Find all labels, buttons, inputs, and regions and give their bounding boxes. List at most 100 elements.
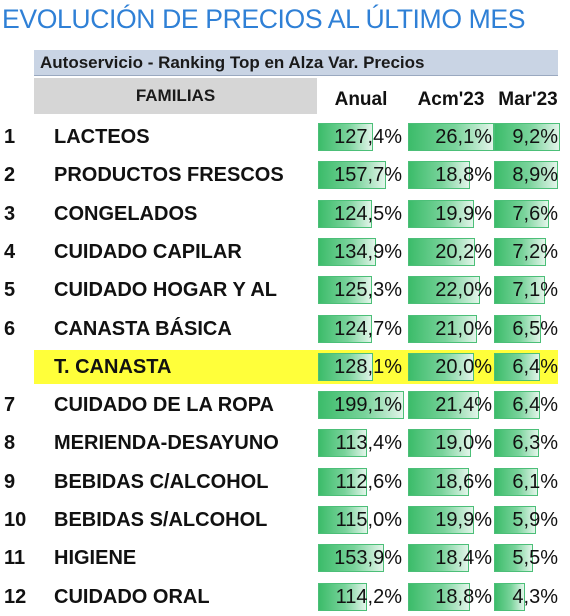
data-bar xyxy=(494,506,537,534)
data-label: 18,8% xyxy=(435,164,492,187)
data-bar xyxy=(494,352,540,381)
row-rank: 5 xyxy=(4,279,16,302)
data-label: 125,3% xyxy=(334,279,402,302)
value-cell: 7,2% xyxy=(494,237,560,266)
data-label: 124,7% xyxy=(334,317,402,340)
row-family-label: CANASTA BÁSICA xyxy=(54,317,232,340)
data-label: 113,4% xyxy=(335,432,402,455)
value-cell: 124,5% xyxy=(318,199,404,228)
value-cell: 199,1% xyxy=(318,391,404,420)
value-cell: 18,8% xyxy=(408,161,494,190)
value-cell: 21,4% xyxy=(408,391,494,420)
data-label: 127,4% xyxy=(334,126,402,148)
data-bar xyxy=(408,429,471,458)
row-rank: 10 xyxy=(4,509,27,531)
value-cell: 20,2% xyxy=(408,237,494,266)
data-label: 6,5% xyxy=(512,317,558,340)
data-bar xyxy=(318,161,387,190)
data-bar xyxy=(494,199,549,228)
row-rank: 6 xyxy=(4,317,16,340)
data-label: 7,1% xyxy=(512,279,558,302)
row-rank: 11 xyxy=(4,547,26,570)
data-bar xyxy=(494,544,534,573)
data-bar xyxy=(408,314,478,343)
value-cell: 5,9% xyxy=(494,506,560,534)
row-rank: 9 xyxy=(4,470,16,493)
data-label: 199,1% xyxy=(334,394,402,417)
value-cell: 22,0% xyxy=(408,276,494,305)
value-cell: 112,6% xyxy=(318,467,404,496)
data-label: 21,4% xyxy=(435,394,492,417)
data-bar xyxy=(318,199,372,228)
value-cell: 157,7% xyxy=(318,161,404,190)
data-label: 124,5% xyxy=(334,202,402,225)
data-label: 9,2% xyxy=(512,126,558,148)
data-bar xyxy=(318,123,374,151)
value-cell: 8,9% xyxy=(494,161,560,190)
data-label: 7,6% xyxy=(512,202,558,225)
data-label: 128,1% xyxy=(334,355,402,378)
row-rank: 3 xyxy=(4,202,16,225)
data-bar xyxy=(318,391,404,420)
row-rank xyxy=(4,348,34,386)
value-cell: 6,4% xyxy=(494,391,560,420)
data-label: 6,4% xyxy=(512,394,558,417)
row-family-label: CUIDADO HOGAR Y AL xyxy=(54,279,277,302)
data-bar xyxy=(408,467,470,496)
value-cell: 125,3% xyxy=(318,276,404,305)
data-label: 6,1% xyxy=(512,470,558,493)
data-label: 5,5% xyxy=(512,547,558,570)
data-label: 6,4% xyxy=(512,355,558,378)
value-cell: 128,1% xyxy=(318,352,404,381)
value-cell: 19,9% xyxy=(408,199,494,228)
chart-subtitle: Autoservicio - Ranking Top en Alza Var. … xyxy=(34,50,558,76)
value-cell: 6,3% xyxy=(494,429,560,458)
data-bar xyxy=(408,276,481,305)
row-family-label: HIGIENE xyxy=(54,547,137,570)
data-label: 6,3% xyxy=(512,432,558,455)
value-cell: 19,0% xyxy=(408,429,494,458)
row-family-label: CONGELADOS xyxy=(54,202,198,225)
data-bar xyxy=(318,467,367,496)
data-bar xyxy=(318,237,377,266)
row-rank: 1 xyxy=(4,126,16,148)
data-bar xyxy=(494,467,538,496)
value-cell: 6,4% xyxy=(494,352,560,381)
row-family-label: PRODUCTOS FRESCOS xyxy=(54,164,284,187)
value-cell: 7,6% xyxy=(494,199,560,228)
value-cell: 115,0% xyxy=(318,506,404,534)
data-bar xyxy=(318,544,385,573)
data-label: 114,2% xyxy=(335,585,402,608)
data-bar xyxy=(318,582,368,611)
data-label: 19,0% xyxy=(435,432,492,455)
data-bar xyxy=(494,237,546,266)
row-rank: 7 xyxy=(4,394,16,417)
row-family-label: BEBIDAS S/ALCOHOL xyxy=(54,509,268,531)
value-cell: 21,0% xyxy=(408,314,494,343)
data-bar xyxy=(318,352,374,381)
row-family-label: CUIDADO ORAL xyxy=(54,585,210,608)
value-cell: 18,4% xyxy=(408,544,494,573)
value-cell: 134,9% xyxy=(318,237,404,266)
data-label: 134,9% xyxy=(334,240,402,263)
data-label: 112,6% xyxy=(335,470,402,493)
column-header-mar23: Mar'23 xyxy=(498,89,558,110)
data-bar xyxy=(494,429,540,458)
data-bar xyxy=(494,314,541,343)
value-cell: 18,8% xyxy=(408,582,494,611)
data-label: 20,2% xyxy=(435,240,492,263)
value-cell: 114,2% xyxy=(318,582,404,611)
data-label: 21,0% xyxy=(435,317,492,340)
data-bar xyxy=(408,352,474,381)
data-bar xyxy=(318,506,368,534)
data-label: 115,0% xyxy=(335,509,402,531)
value-cell: 5,5% xyxy=(494,544,560,573)
row-family-label: MERIENDA-DESAYUNO xyxy=(54,432,279,455)
data-label: 19,9% xyxy=(435,202,492,225)
value-cell: 20,0% xyxy=(408,352,494,381)
value-cell: 6,1% xyxy=(494,467,560,496)
data-bar xyxy=(408,161,470,190)
value-cell: 6,5% xyxy=(494,314,560,343)
data-bar xyxy=(408,506,474,534)
data-label: 19,9% xyxy=(435,509,492,531)
